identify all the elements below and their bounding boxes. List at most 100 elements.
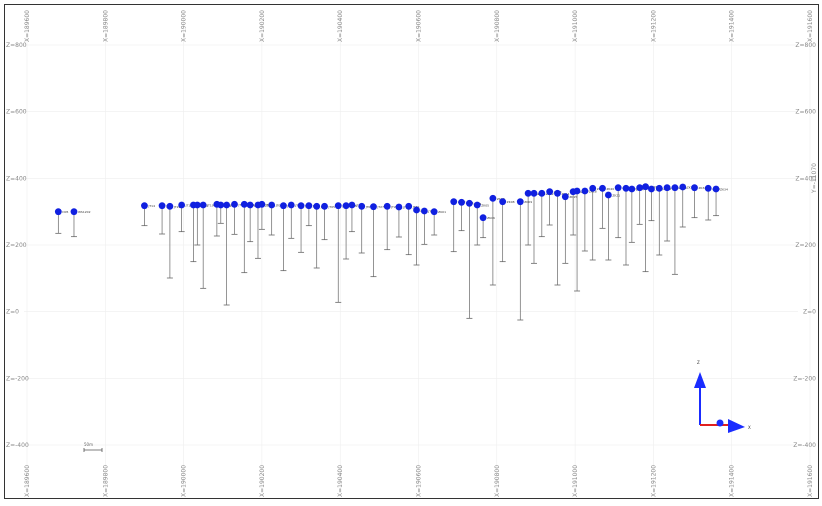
- x-tick-label-bottom: X=189800: [102, 465, 109, 497]
- borehole-collar[interactable]: [321, 202, 328, 210]
- grid: [24, 10, 811, 492]
- borehole-collar[interactable]: [691, 184, 698, 192]
- borehole-collar[interactable]: [54, 208, 62, 216]
- borehole: ZK34: [712, 185, 728, 217]
- borehole-collar[interactable]: [166, 202, 174, 210]
- borehole-collar[interactable]: [280, 202, 287, 210]
- borehole-collar[interactable]: [258, 200, 266, 208]
- borehole-collar[interactable]: [712, 185, 720, 193]
- borehole-collar[interactable]: [420, 207, 428, 215]
- borehole-collar[interactable]: [450, 198, 458, 206]
- section-y-label: Y=-11070: [811, 163, 818, 194]
- borehole-collar[interactable]: [246, 201, 254, 209]
- borehole-collar[interactable]: [589, 184, 597, 192]
- borehole-label: ZK21: [612, 194, 620, 198]
- borehole-collar[interactable]: [642, 183, 649, 191]
- z-axis-arrow-icon: [694, 372, 706, 388]
- borehole-collar[interactable]: [348, 201, 356, 209]
- borehole-label: JT16: [185, 204, 193, 208]
- borehole-label: JT05: [328, 205, 336, 209]
- boreholes: D05WS1202JT14JT01JT22JT16JT21JT02JT19JT0…: [54, 183, 728, 321]
- borehole-collar[interactable]: [413, 206, 420, 214]
- borehole-collar[interactable]: [268, 201, 276, 209]
- borehole-collar[interactable]: [554, 189, 561, 197]
- borehole-collar[interactable]: [473, 201, 481, 209]
- borehole-collar[interactable]: [465, 199, 473, 207]
- borehole-collar[interactable]: [405, 202, 413, 210]
- borehole: ZK08: [499, 198, 515, 263]
- borehole-collar[interactable]: [458, 198, 465, 206]
- borehole-collar[interactable]: [628, 185, 636, 193]
- x-axis-labels-bottom: X=189600 X=189800 X=190000 X=190200 X=190400…: [24, 465, 814, 497]
- borehole-label: JT28: [390, 205, 398, 209]
- borehole-collar[interactable]: [636, 184, 644, 192]
- borehole-collar[interactable]: [516, 198, 524, 206]
- borehole-collar[interactable]: [342, 202, 350, 210]
- borehole-collar[interactable]: [395, 203, 403, 211]
- borehole-collar[interactable]: [561, 193, 569, 201]
- borehole-collar[interactable]: [581, 187, 589, 195]
- borehole-collar[interactable]: [430, 208, 438, 216]
- borehole-collar[interactable]: [193, 201, 201, 209]
- borehole-collar[interactable]: [538, 189, 546, 197]
- borehole-collar[interactable]: [313, 202, 321, 210]
- borehole-collar[interactable]: [663, 184, 671, 192]
- x-tick-label-top: X=190600: [416, 10, 423, 42]
- x-tick-label-bottom: X=190600: [416, 465, 423, 497]
- borehole-collar[interactable]: [297, 202, 305, 210]
- borehole-label: ZK34: [720, 188, 728, 192]
- borehole-collar[interactable]: [199, 201, 207, 209]
- borehole-collar[interactable]: [546, 188, 554, 196]
- borehole-collar[interactable]: [679, 183, 687, 191]
- borehole-label: JT27: [376, 205, 384, 209]
- borehole-collar[interactable]: [223, 201, 231, 209]
- z-tick-label-left: Z=200: [6, 242, 27, 249]
- borehole: ZK21: [604, 191, 620, 261]
- borehole: JT08: [358, 202, 372, 254]
- borehole-label: ZK16: [577, 190, 585, 194]
- borehole-collar[interactable]: [604, 191, 612, 199]
- borehole-collar[interactable]: [530, 189, 538, 197]
- z-tick-label-left: Z=400: [6, 175, 27, 182]
- z-tick-label-right: Z=800: [795, 42, 816, 49]
- z-axis-labels-right: Z=800 Z=600 Z=400 Z=200 Z=0 Z=-200 Z=-400: [793, 42, 816, 449]
- borehole-collar[interactable]: [305, 202, 313, 210]
- borehole-collar[interactable]: [141, 202, 148, 210]
- borehole-collar[interactable]: [499, 198, 507, 206]
- x-tick-label-bottom: X=191600: [807, 465, 814, 497]
- borehole-collar[interactable]: [287, 201, 295, 209]
- borehole-collar[interactable]: [573, 187, 581, 195]
- borehole-collar[interactable]: [655, 184, 663, 192]
- borehole-collar[interactable]: [231, 200, 238, 208]
- borehole-collar[interactable]: [479, 214, 487, 222]
- z-axis-label: Z: [697, 360, 700, 365]
- borehole-collar[interactable]: [370, 203, 377, 211]
- borehole-collar[interactable]: [622, 184, 630, 192]
- borehole-collar[interactable]: [240, 200, 248, 208]
- borehole-collar[interactable]: [358, 202, 366, 210]
- borehole-collar[interactable]: [383, 202, 391, 210]
- borehole: ZK05: [473, 201, 489, 246]
- borehole-label: JT19: [206, 204, 214, 208]
- borehole-collar[interactable]: [334, 202, 342, 210]
- borehole-collar[interactable]: [158, 202, 166, 210]
- borehole-collar[interactable]: [524, 189, 532, 197]
- borehole-collar[interactable]: [178, 201, 186, 209]
- borehole-collar[interactable]: [704, 184, 712, 192]
- borehole: ZK01: [430, 208, 446, 236]
- borehole-collar[interactable]: [648, 185, 655, 193]
- borehole-collar[interactable]: [599, 184, 606, 192]
- borehole-collar[interactable]: [70, 208, 78, 216]
- x-tick-label-top: X=190800: [494, 10, 501, 42]
- borehole-collar[interactable]: [671, 184, 679, 192]
- x-tick-label-top: X=190200: [259, 10, 266, 42]
- borehole-collar[interactable]: [217, 201, 225, 209]
- borehole: JT06: [268, 201, 282, 236]
- borehole-collar[interactable]: [489, 194, 497, 202]
- z-axis-labels-left: Z=800 Z=600 Z=400 Z=200 Z=0 Z=-200 Z=-400: [6, 42, 29, 449]
- z-tick-label-left: Z=600: [6, 109, 27, 116]
- borehole: JT28: [383, 202, 398, 251]
- borehole-collar[interactable]: [614, 184, 622, 192]
